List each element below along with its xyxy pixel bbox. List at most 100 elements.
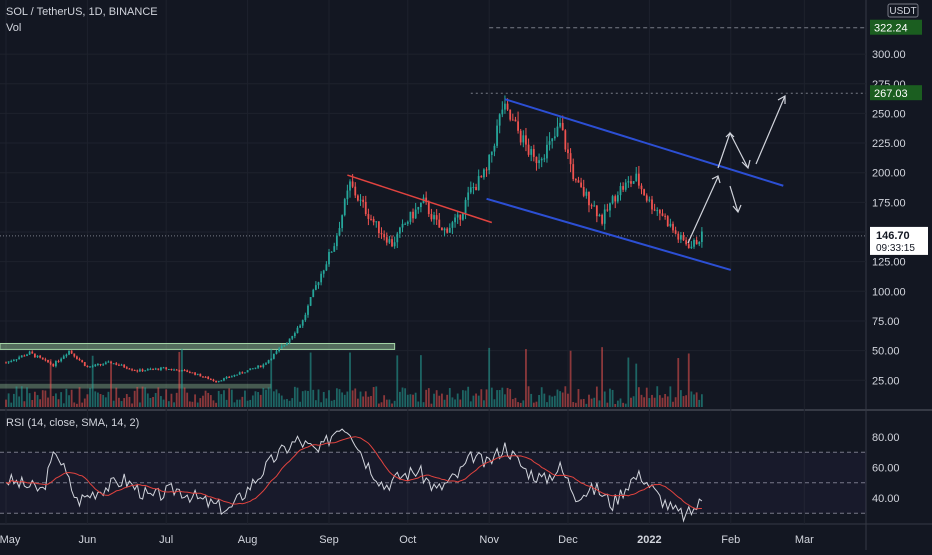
rsi-tick-label: 60.00	[872, 463, 900, 475]
candle-body	[362, 199, 365, 202]
volume-bar	[690, 391, 693, 407]
volume-bar	[196, 402, 199, 407]
volume-bar	[251, 395, 254, 407]
candle-body	[120, 364, 123, 366]
candle-body	[149, 369, 152, 371]
candle-body	[648, 199, 651, 201]
volume-bar	[567, 393, 569, 407]
candle-body	[241, 372, 244, 374]
volume-bar	[677, 358, 680, 407]
candle-body	[590, 205, 593, 207]
volume-bar	[54, 393, 57, 407]
candle-body	[498, 114, 501, 126]
candle-body	[509, 109, 512, 120]
candle-body	[674, 230, 677, 234]
candle-body	[333, 246, 336, 252]
volume-bar	[664, 393, 667, 407]
volume-bar	[569, 350, 572, 407]
volume-bar	[370, 395, 372, 407]
time-tick-label: Feb	[721, 534, 740, 546]
candle-body	[446, 228, 449, 233]
volume-bar	[588, 394, 590, 407]
volume-bar	[49, 359, 52, 407]
candle-body	[506, 103, 509, 110]
volume-bar	[543, 393, 546, 407]
candle-body	[112, 363, 115, 365]
volume-bar	[262, 387, 265, 407]
volume-bar	[265, 389, 267, 407]
price-tick-label: 50.00	[872, 346, 900, 358]
candle-body	[26, 354, 28, 356]
candle-body	[388, 239, 391, 243]
candle-body	[475, 187, 477, 191]
volume-bar	[349, 352, 351, 407]
volume-bar	[97, 392, 99, 407]
candle-body	[293, 333, 296, 337]
rsi-band	[0, 452, 866, 514]
volume-bar	[183, 387, 186, 407]
candle-body	[685, 240, 688, 245]
candle-body	[585, 191, 588, 196]
candle-body	[698, 241, 701, 245]
volume-bar	[498, 390, 501, 407]
candle-body	[496, 125, 498, 146]
candle-body	[651, 199, 653, 210]
volume-bar	[26, 387, 28, 407]
candle-body	[561, 122, 564, 131]
candle-body	[595, 205, 598, 217]
volume-bar	[609, 388, 611, 407]
price-tick-label: 200.00	[872, 168, 906, 180]
volume-bar	[446, 394, 449, 407]
volume-bar	[223, 390, 225, 407]
candle-body	[525, 135, 527, 145]
volume-bar	[118, 397, 120, 407]
candle-body	[262, 364, 265, 368]
candle-body	[603, 209, 606, 224]
candle-body	[462, 213, 464, 220]
candle-body	[280, 346, 283, 349]
volume-bar	[52, 396, 55, 407]
candle-body	[551, 138, 554, 142]
candle-body	[10, 360, 13, 362]
volume-bar	[448, 388, 451, 407]
volume-bar	[207, 392, 210, 407]
volume-bar	[356, 398, 359, 407]
volume-bar	[614, 403, 617, 407]
candle-body	[588, 191, 590, 206]
candle-body	[173, 369, 175, 371]
candle-body	[317, 282, 320, 286]
candle-body	[162, 367, 165, 369]
candle-body	[7, 361, 10, 363]
projection-arrowhead-2	[732, 204, 742, 214]
volume-bar	[23, 401, 26, 407]
volume-bar	[115, 387, 118, 407]
volume-bar	[412, 394, 414, 407]
volume-bar	[186, 392, 189, 407]
volume-bar	[666, 396, 669, 407]
candle-body	[123, 364, 126, 368]
candle-body	[207, 376, 210, 380]
volume-bar	[325, 398, 328, 407]
candle-body	[569, 153, 572, 165]
candle-body	[504, 103, 506, 110]
volume-bar	[367, 396, 370, 407]
candle-body	[115, 363, 118, 365]
projection-arrowhead-5	[777, 94, 786, 104]
candle-body	[20, 355, 23, 358]
candle-body	[36, 355, 39, 358]
candle-body	[383, 234, 386, 238]
candle-body	[354, 186, 357, 196]
volume-bar	[328, 390, 330, 407]
volume-bar	[393, 400, 396, 407]
candle-body	[574, 179, 577, 181]
volume-bar	[141, 386, 144, 407]
volume-bar	[427, 388, 430, 407]
candle-body	[700, 231, 703, 242]
candle-body	[669, 223, 672, 227]
volume-bar	[517, 402, 519, 407]
candle-body	[427, 202, 430, 215]
volume-bar	[99, 394, 102, 407]
